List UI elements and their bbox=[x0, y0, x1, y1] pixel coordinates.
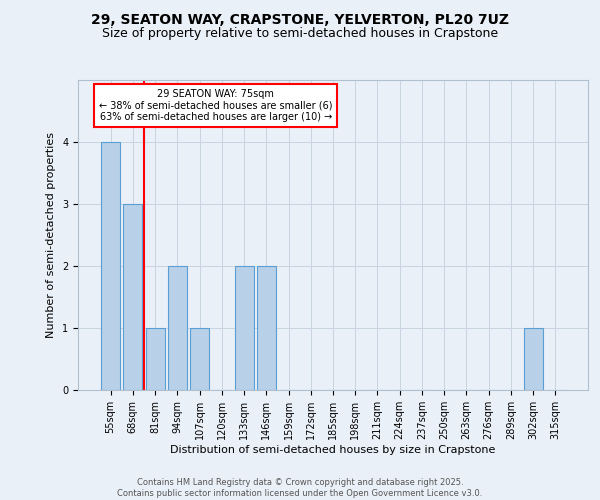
Text: Contains HM Land Registry data © Crown copyright and database right 2025.
Contai: Contains HM Land Registry data © Crown c… bbox=[118, 478, 482, 498]
Bar bbox=[146, 328, 164, 390]
Text: 29 SEATON WAY: 75sqm
← 38% of semi-detached houses are smaller (6)
63% of semi-d: 29 SEATON WAY: 75sqm ← 38% of semi-detac… bbox=[99, 90, 332, 122]
Bar bbox=[524, 328, 542, 390]
X-axis label: Distribution of semi-detached houses by size in Crapstone: Distribution of semi-detached houses by … bbox=[170, 444, 496, 454]
Bar bbox=[190, 328, 209, 390]
Bar bbox=[257, 266, 276, 390]
Bar bbox=[235, 266, 254, 390]
Bar bbox=[101, 142, 120, 390]
Bar bbox=[168, 266, 187, 390]
Y-axis label: Number of semi-detached properties: Number of semi-detached properties bbox=[46, 132, 56, 338]
Text: Size of property relative to semi-detached houses in Crapstone: Size of property relative to semi-detach… bbox=[102, 28, 498, 40]
Bar bbox=[124, 204, 142, 390]
Text: 29, SEATON WAY, CRAPSTONE, YELVERTON, PL20 7UZ: 29, SEATON WAY, CRAPSTONE, YELVERTON, PL… bbox=[91, 12, 509, 26]
